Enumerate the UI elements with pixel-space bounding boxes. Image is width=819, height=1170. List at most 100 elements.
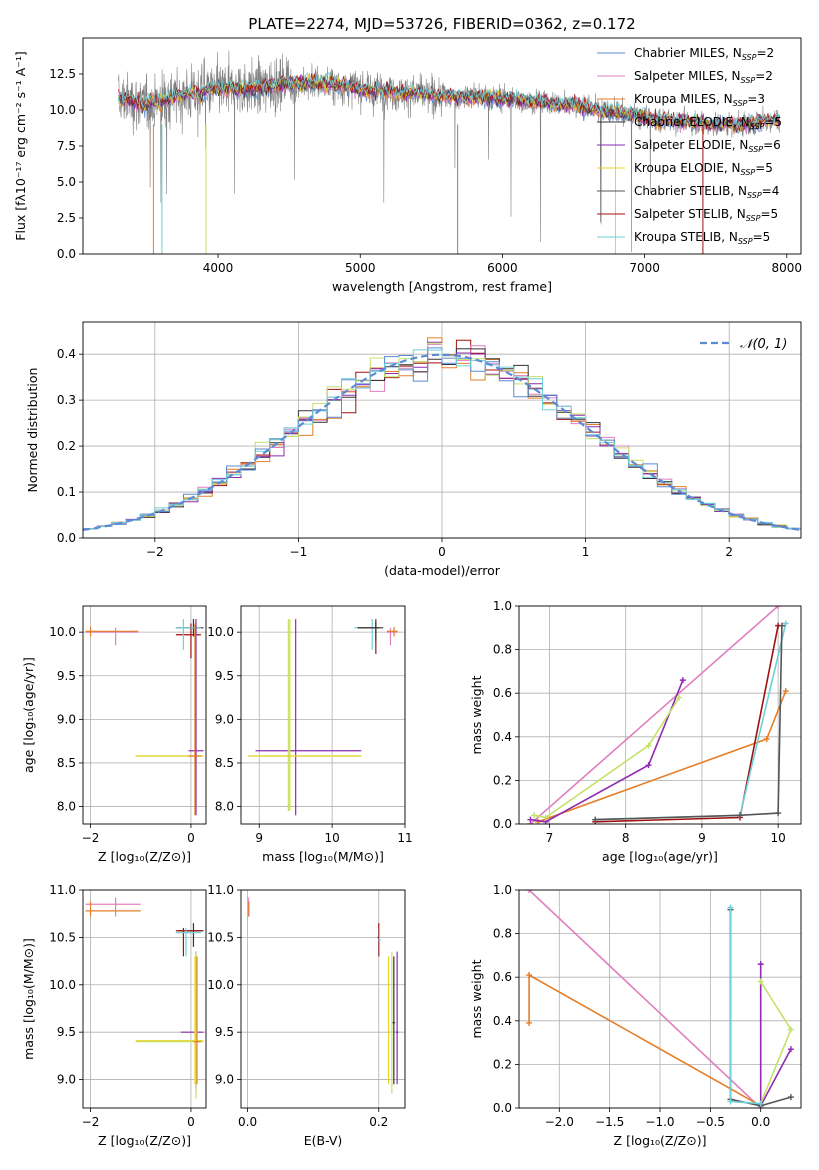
mass_vs_Z-xtick-label: −2	[82, 1115, 100, 1129]
legend-entry-5: Kroupa ELODIE, NSSP=5	[634, 161, 773, 177]
mass_vs_Z-ylabel: mass [log₁₀(M/M⊙)]	[21, 938, 36, 1060]
age_vs_Z-content	[85, 619, 204, 816]
residuals-xtick-label: 1	[582, 545, 590, 559]
age_vs_Z-ytick-label: 8.0	[57, 800, 76, 814]
mass_vs_Z-ytick-label: 10.0	[49, 978, 76, 992]
residuals-xtick-label: 2	[725, 545, 733, 559]
massweight_vs_age-ytick-label: 1.0	[493, 599, 512, 613]
massweight_vs_age-ytick-label: 0.2	[493, 773, 512, 787]
mass_vs_ebv-ytick-label: 10.5	[207, 930, 234, 944]
massweight_vs_age-series-6	[595, 625, 783, 821]
legend-sub: SSP	[733, 99, 748, 108]
spectrum-ylabel: Flux [fλ10⁻¹⁷ erg cm⁻² s⁻¹ A⁻¹]	[13, 51, 28, 240]
massweight_vs_age-marker	[775, 810, 782, 817]
legend-entry-6: Chabrier STELIB, NSSP=4	[634, 184, 779, 200]
spectrum-panel: 4000 5000 6000 7000 8000 0.0 2.5 5.0 7.5 10.0 12.5…	[13, 37, 802, 294]
residuals-ylabel: Normed distribution	[25, 368, 40, 493]
mass_vs_Z-ytick-label: 10.5	[49, 930, 76, 944]
histogram-step-7	[83, 349, 801, 530]
spectrum-ytick-label: 2.5	[57, 211, 76, 225]
age_vs_mass-ytick-label: 8.0	[215, 800, 234, 814]
residuals-ytick-label: 0.4	[57, 347, 76, 361]
age_vs_mass-xtick-label: 9	[255, 831, 263, 845]
massweight_vs_age-marker	[763, 735, 770, 742]
legend-suffix: =5	[760, 207, 778, 221]
massweight_vs_Z-marker	[757, 1100, 764, 1107]
legend-suffix: =3	[747, 92, 765, 106]
massweight_vs_Z-marker	[757, 978, 764, 985]
massweight_vs_Z-marker	[787, 1046, 794, 1053]
legend-entry-0: Chabrier MILES, NSSP=2	[634, 46, 774, 62]
massweight_vs_Z-frame	[518, 889, 802, 1109]
spectrum-ytick-label: 12.5	[49, 67, 76, 81]
spectrum-ytick-label: 10.0	[49, 103, 76, 117]
massweight_vs_age-ytick-label: 0.0	[493, 817, 512, 831]
massweight_vs_age-marker	[782, 688, 789, 695]
massweight_vs_age-ytick-label: 0.4	[493, 730, 512, 744]
legend-sub: SSP	[741, 76, 756, 85]
residuals-ytick-label: 0.2	[57, 439, 76, 453]
massweight_vs_age-panel: 7 8 9 10 0.0 0.2 0.4 0.6 0.8 1.0 age [log₁₀(age/yr…	[469, 599, 802, 864]
spectrum-xtick-label: 6000	[487, 261, 518, 275]
massweight_vs_Z-marker	[787, 1094, 794, 1101]
spectrum-content	[118, 50, 780, 254]
legend-label: Kroupa ELODIE, N	[634, 161, 741, 175]
massweight_vs_Z-ytick-label: 0.0	[493, 1101, 512, 1115]
residuals-ytick-label: 0.3	[57, 393, 76, 407]
mass_vs_ebv-ytick-label: 9.5	[215, 1025, 234, 1039]
gaussian-legend-label: 𝒩(0, 1)	[740, 337, 787, 352]
massweight_vs_age-ylabel: mass weight	[469, 675, 484, 754]
age_vs_mass-xtick-label: 10	[324, 831, 339, 845]
massweight_vs_Z-ytick-label: 1.0	[493, 883, 512, 897]
massweight_vs_age-series-3	[534, 697, 680, 819]
mass_vs_ebv-xlabel: E(B-V)	[304, 1133, 343, 1148]
massweight_vs_Z-content	[526, 890, 794, 1108]
massweight_vs_Z-marker	[757, 961, 764, 968]
legend-label: Chabrier MILES, N	[634, 46, 742, 60]
massweight_vs_age-ytick-label: 0.6	[493, 686, 512, 700]
massweight_vs_Z-xtick-label: −1.5	[595, 1115, 624, 1129]
massweight_vs_Z-panel: −2.0 −1.5 −1.0 −0.5 0.0 0.0 0.2 0.4 0.6 0.8 1.0 Z […	[469, 883, 802, 1148]
spectrum-xtick-label: 5000	[345, 261, 376, 275]
massweight_vs_Z-series-0	[528, 890, 762, 1108]
spectrum-ytick-label: 5.0	[57, 175, 76, 189]
legend-label: Kroupa STELIB, N	[634, 230, 738, 244]
residuals-xtick-label: −2	[146, 545, 164, 559]
legend-entry-3: Chabrier ELODIE, NSSP=5	[634, 115, 782, 131]
residuals-ytick-label: 0.1	[57, 485, 76, 499]
age_vs_mass-ytick-label: 10.0	[207, 625, 234, 639]
massweight_vs_age-xtick-label: 9	[698, 831, 706, 845]
age_vs_Z-xtick-label: 0	[187, 831, 195, 845]
legend-suffix: =4	[762, 184, 780, 198]
legend-label: Salpeter ELODIE, N	[634, 138, 748, 152]
massweight_vs_age-marker	[737, 812, 744, 819]
age_vs_Z-xtick-label: −2	[82, 831, 100, 845]
gaussian-curve	[83, 353, 801, 531]
residuals-ytick-label: 0.0	[57, 531, 76, 545]
legend-label: Chabrier ELODIE, N	[634, 115, 750, 129]
mass_vs_Z-xtick-label: 0	[187, 1115, 195, 1129]
massweight_vs_Z-xtick-label: −0.5	[696, 1115, 725, 1129]
residuals-xtick-label: −1	[290, 545, 308, 559]
massweight_vs_Z-xtick-label: −1.0	[645, 1115, 674, 1129]
mass_vs_Z-frame	[82, 889, 207, 1109]
residuals-xlabel: (data-model)/error	[384, 563, 501, 578]
mass_vs_Z-ytick-label: 9.5	[57, 1025, 76, 1039]
legend-entry-8: Kroupa STELIB, NSSP=5	[634, 230, 770, 246]
spectrum-model-line-8	[118, 71, 780, 129]
age_vs_mass-ytick-label: 9.5	[215, 669, 234, 683]
massweight_vs_age-marker	[645, 762, 652, 769]
spectrum-xtick-label: 4000	[203, 261, 234, 275]
massweight_vs_age-ytick-label: 0.8	[493, 643, 512, 657]
age_vs_Z-panel: −2 0 8.0 8.5 9.0 9.5 10.0 Z [log₁₀(Z/Z⊙)] age [l…	[21, 605, 207, 864]
legend-sub: SSP	[750, 122, 765, 131]
mass_vs_Z-panel: −2 0 9.0 9.5 10.0 10.5 11.0 Z [log₁₀(Z/Z⊙)] mass…	[21, 883, 207, 1148]
massweight_vs_Z-marker	[727, 904, 734, 911]
massweight_vs_Z-ytick-label: 0.6	[493, 970, 512, 984]
age_vs_Z-ylabel: age [log₁₀(age/yr)]	[21, 657, 36, 773]
massweight_vs_Z-xtick-label: 0.0	[751, 1115, 770, 1129]
legend-suffix: =5	[755, 161, 773, 175]
legend-sub: SSP	[747, 191, 762, 200]
